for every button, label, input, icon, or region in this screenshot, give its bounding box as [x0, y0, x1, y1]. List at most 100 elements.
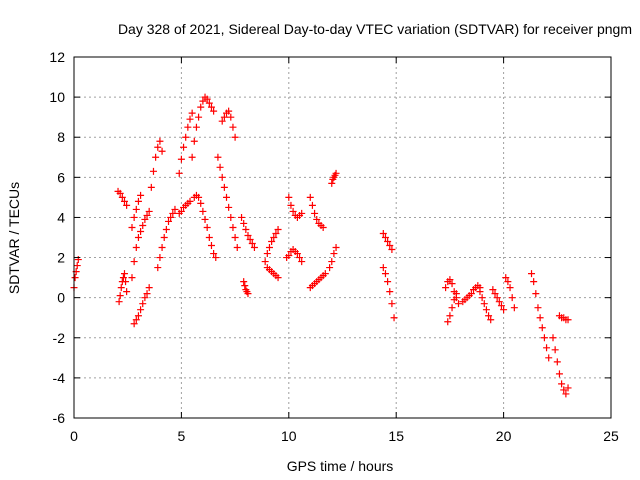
data-point — [246, 236, 254, 244]
data-point — [482, 306, 490, 314]
data-point — [195, 193, 203, 201]
data-point — [564, 384, 572, 392]
data-point — [184, 123, 192, 131]
data-point — [233, 244, 241, 252]
data-point — [218, 173, 226, 181]
data-point — [272, 229, 280, 237]
data-point — [493, 294, 501, 302]
data-point — [510, 304, 518, 312]
data-point — [238, 213, 246, 221]
series-arc-i — [175, 109, 196, 177]
y-tick-label: 10 — [49, 89, 65, 105]
data-point — [448, 304, 456, 312]
series-arc-z — [379, 264, 398, 322]
data-point — [313, 215, 321, 223]
data-point — [564, 316, 572, 324]
x-tick-label: 15 — [388, 428, 404, 444]
data-point — [487, 316, 495, 324]
series-arc-c — [114, 187, 131, 209]
y-tick-label: -2 — [53, 330, 66, 346]
data-point — [560, 386, 568, 394]
data-point — [261, 258, 269, 266]
data-point — [139, 300, 147, 308]
data-point — [543, 344, 551, 352]
data-point — [454, 300, 462, 308]
data-point — [169, 209, 177, 217]
data-point — [128, 274, 136, 282]
x-axis-label: GPS time / hours — [287, 458, 394, 474]
data-point — [274, 225, 282, 233]
data-point — [480, 300, 488, 308]
data-point — [478, 294, 486, 302]
data-point — [220, 113, 228, 121]
data-point — [175, 169, 183, 177]
data-point — [504, 278, 512, 286]
data-point — [540, 334, 548, 342]
x-tick-label: 5 — [178, 428, 186, 444]
data-point — [379, 264, 387, 272]
data-point — [248, 240, 256, 248]
series-arc-ac — [459, 282, 484, 306]
y-axis-label: SDTVAR / TECUs — [6, 182, 22, 294]
data-point — [220, 183, 228, 191]
data-point — [122, 278, 130, 286]
series-arc-x — [328, 169, 340, 187]
data-point — [293, 250, 301, 258]
data-point — [116, 189, 124, 197]
series-arc-ai — [555, 312, 572, 324]
data-point — [207, 242, 215, 250]
y-tick-label: -4 — [53, 370, 66, 386]
data-point — [134, 197, 142, 205]
data-point — [240, 219, 248, 227]
data-point — [497, 302, 505, 310]
data-point — [143, 211, 151, 219]
data-point — [227, 213, 235, 221]
data-point — [130, 258, 138, 266]
x-tick-label: 25 — [603, 428, 619, 444]
data-point — [446, 312, 454, 320]
data-point — [165, 217, 173, 225]
data-point — [328, 258, 336, 266]
data-point — [118, 193, 126, 201]
data-point — [137, 306, 145, 314]
data-point — [240, 278, 248, 286]
data-point — [152, 153, 160, 161]
data-point — [195, 113, 203, 121]
data-point — [508, 294, 516, 302]
series-arc-l — [190, 191, 220, 262]
axis-ticks — [73, 56, 612, 419]
data-point — [241, 282, 249, 290]
data-point — [137, 227, 145, 235]
data-point — [530, 278, 538, 286]
data-point — [386, 288, 394, 296]
data-point — [154, 264, 162, 272]
series-arc-k — [188, 93, 218, 161]
data-point — [145, 207, 153, 215]
data-point — [308, 201, 316, 209]
y-tick-label: 12 — [49, 49, 65, 65]
data-point — [132, 316, 140, 324]
data-point — [306, 193, 314, 201]
data-point — [115, 298, 123, 306]
series-arc-ad — [476, 288, 495, 324]
data-point — [444, 318, 452, 326]
data-point — [274, 274, 282, 282]
data-point — [319, 223, 327, 231]
x-tick-label: 0 — [70, 428, 78, 444]
data-point — [171, 205, 179, 213]
data-point — [506, 284, 514, 292]
series-arc-q — [261, 225, 282, 266]
data-point — [390, 314, 398, 322]
data-point — [120, 270, 128, 278]
data-point — [555, 370, 563, 378]
data-point — [562, 390, 570, 398]
y-tick-label: 2 — [57, 250, 65, 266]
data-point — [551, 346, 559, 354]
data-point — [192, 123, 200, 131]
data-point — [197, 199, 205, 207]
data-point — [120, 197, 128, 205]
series-arc-r — [263, 264, 282, 282]
data-point — [225, 203, 233, 211]
series-arc-m — [218, 107, 239, 141]
data-point — [218, 117, 226, 125]
